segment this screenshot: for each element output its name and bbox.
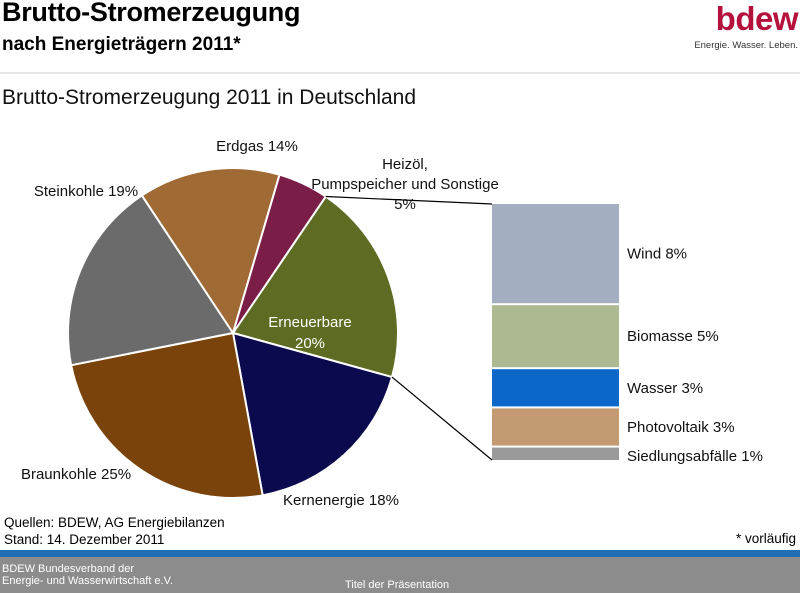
pie-slice-kernenergie-18 [231,331,394,497]
sources: Quellen: BDEW, AG Energiebilanzen Stand:… [4,514,225,548]
pie-slice-steinkohle-19 [67,194,235,367]
breakdown-bar-photovoltaik-3 [492,408,619,446]
pie-label-steinkohle-19: Steinkohle 19% [34,183,138,200]
stand-line: Stand: 14. Dezember 2011 [4,532,165,547]
pie-label-heiz-l-pumpspeicher-und-sonstige-5: Pumpspeicher und Sonstige [311,176,499,193]
bdew-logo: bdew [715,0,799,37]
connector-line-top [325,195,493,205]
pie-label-erdgas-14: Erdgas 14% [216,138,298,155]
pie-label-kernenergie-18: Kernenergie 18% [283,492,399,509]
footer-presentation-title: Titel der Präsentation [345,579,450,591]
page-subtitle: nach Energieträgern 2011* [2,34,241,55]
page-title: Brutto-Stromerzeugung [2,0,301,27]
pie-label-heiz-l-pumpspeicher-und-sonstige-5: 5% [394,196,416,213]
pie-slice-erneuerbare-20 [231,195,399,379]
breakdown-label-wasser-3: Wasser 3% [627,380,703,397]
breakdown-bar-biomasse-5 [492,305,619,368]
breakdown-label-siedlungsabf-lle-1: Siedlungsabfälle 1% [627,448,763,465]
footer-organization: BDEW Bundesverband der Energie- und Wass… [2,563,173,587]
footer-accent-strip [0,550,800,557]
breakdown-bar-wasser-3 [492,369,619,407]
pie-label-heiz-l-pumpspeicher-und-sonstige-5: Heizöl, [382,156,428,173]
header-divider [0,72,800,74]
pie-label-braunkohle-25: Braunkohle 25% [21,466,131,483]
footer-org-line: BDEW Bundesverband der [2,563,135,575]
footer-org-line: Energie- und Wasserwirtschaft e.V. [2,575,173,587]
header-band [0,0,800,72]
breakdown-bar-siedlungsabf-lle-1 [492,447,619,460]
breakdown-label-photovoltaik-3: Photovoltaik 3% [627,419,735,436]
sources-line: Quellen: BDEW, AG Energiebilanzen [4,515,225,530]
footer: BDEW Bundesverband der Energie- und Wass… [0,557,800,593]
pie-label-erneuerbare-20: 20% [295,335,325,352]
connector-line-bottom [391,376,493,461]
breakdown-bar-wind-8 [492,204,619,304]
chart-title: Brutto-Stromerzeugung 2011 in Deutschlan… [2,86,417,109]
footnote: * vorläufig [735,531,796,546]
breakdown-label-wind-8: Wind 8% [627,246,687,263]
pie-label-erneuerbare-20: Erneuerbare [268,314,351,331]
pie-slice-braunkohle-25 [69,331,264,499]
breakdown-label-biomasse-5: Biomasse 5% [627,328,719,345]
pie-slice-heiz-l-pumpspeicher-und-sonstige-5 [232,173,328,334]
logo-tagline: Energie. Wasser. Leben. [694,40,798,51]
